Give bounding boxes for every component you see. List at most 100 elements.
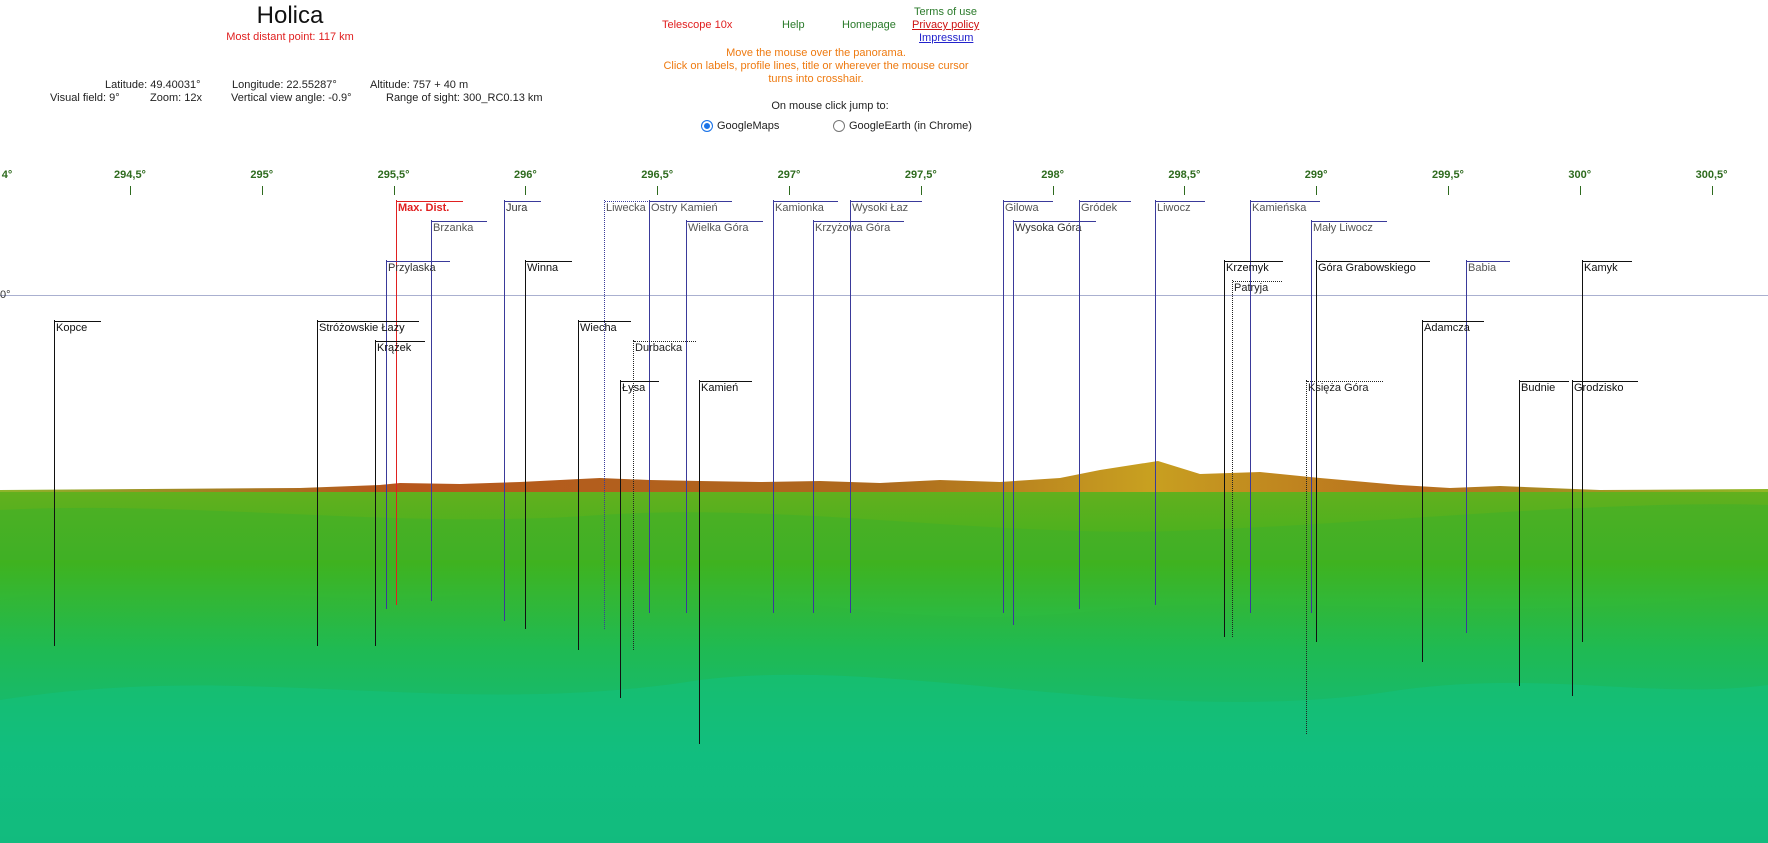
peak-label[interactable]: Brzanka (432, 221, 488, 235)
azimuth-tick-label: 295° (250, 169, 274, 181)
azimuth-tick-label: 299,5° (1432, 169, 1464, 181)
googleearth-label[interactable]: GoogleEarth (in Chrome) (849, 120, 972, 132)
peak-label[interactable]: Ostry Kamień (650, 201, 732, 215)
peak-profile-line[interactable] (1003, 200, 1004, 614)
peak-profile-line[interactable] (396, 200, 397, 606)
googlemaps-radio[interactable]: GoogleMaps (701, 120, 779, 132)
peak-label[interactable]: Kamień (700, 381, 753, 395)
peak-profile-line[interactable] (1232, 280, 1233, 638)
hint-line-3: turns into crosshair. (768, 73, 864, 85)
usage-hint: Move the mouse over the panorama. Click … (650, 47, 982, 86)
hint-line-1: Move the mouse over the panorama. (726, 47, 906, 59)
peak-profile-line[interactable] (375, 340, 376, 646)
azimuth-tick-mark (1053, 186, 1054, 195)
peak-profile-line[interactable] (1013, 220, 1014, 626)
azimuth-tick-mark (1712, 186, 1713, 195)
peak-label[interactable]: Kamieńska (1251, 201, 1321, 215)
peak-label[interactable]: Wysoka Góra (1014, 221, 1096, 235)
peak-label[interactable]: Jura (505, 201, 542, 215)
peak-profile-line[interactable] (317, 320, 318, 646)
peak-profile-line[interactable] (1572, 380, 1573, 696)
peak-label[interactable]: Księża Góra (1307, 381, 1383, 395)
azimuth-tick-mark (394, 186, 395, 195)
peak-label[interactable]: Budnie (1520, 381, 1570, 395)
peak-profile-line[interactable] (1311, 220, 1312, 614)
peak-profile-line[interactable] (1422, 320, 1423, 662)
peak-profile-line[interactable] (1316, 260, 1317, 642)
peak-label[interactable]: Kamyk (1583, 261, 1632, 275)
peak-profile-line[interactable] (699, 380, 700, 745)
impressum-link[interactable]: Impressum (919, 32, 974, 44)
peak-label[interactable]: Przylaska (387, 261, 450, 275)
peak-label[interactable]: Krążek (376, 341, 426, 355)
peak-label[interactable]: Max. Dist. (397, 201, 464, 215)
peak-label[interactable]: Krzyżowa Góra (814, 221, 905, 235)
azimuth-tick-label: 298° (1041, 169, 1064, 181)
peak-profile-line[interactable] (604, 200, 605, 630)
radio-unchecked-icon[interactable] (833, 120, 845, 132)
peak-profile-line[interactable] (850, 200, 851, 614)
peak-label[interactable]: Wiecha (579, 321, 631, 335)
azimuth-tick-mark (789, 186, 790, 195)
privacy-link[interactable]: Privacy policy (912, 19, 980, 31)
peak-label[interactable]: Liwocz (1156, 201, 1205, 215)
peak-label[interactable]: Kopce (55, 321, 102, 335)
near-hills (0, 504, 1768, 560)
peak-profile-line[interactable] (525, 260, 526, 630)
peak-profile-line[interactable] (633, 340, 634, 650)
googlemaps-label[interactable]: GoogleMaps (717, 120, 780, 132)
azimuth-tick-mark (1184, 186, 1185, 195)
peak-label[interactable]: Winna (526, 261, 573, 275)
peak-label[interactable]: Gródek (1080, 201, 1132, 215)
googleearth-radio[interactable]: GoogleEarth (in Chrome) (833, 120, 972, 132)
telescope-link[interactable]: Telescope 10x (662, 19, 733, 31)
peak-profile-line[interactable] (1519, 380, 1520, 686)
peak-profile-line[interactable] (1306, 380, 1307, 735)
peak-profile-line[interactable] (1079, 200, 1080, 610)
peak-profile-line[interactable] (54, 320, 55, 646)
peak-profile-line[interactable] (686, 220, 687, 614)
peak-profile-line[interactable] (620, 380, 621, 698)
peak-label[interactable]: Liwecka (605, 201, 660, 215)
peak-label[interactable]: Wysoki Łaz (851, 201, 923, 215)
altitude-text: Altitude: 757 + 40 m (370, 79, 469, 91)
peak-label[interactable]: Krzemyk (1225, 261, 1283, 275)
peak-profile-line[interactable] (386, 260, 387, 610)
azimuth-tick-label: 294,5° (114, 169, 146, 181)
azimuth-tick-label: 296° (514, 169, 537, 181)
peak-profile-line[interactable] (1224, 260, 1225, 638)
peak-label[interactable]: Patryja (1233, 281, 1283, 295)
peak-label[interactable]: Stróżowskie Łazy (318, 321, 419, 335)
peak-profile-line[interactable] (649, 200, 650, 614)
radio-checked-icon[interactable] (701, 120, 713, 132)
azimuth-tick-mark (1316, 186, 1317, 195)
peak-label[interactable]: Grodzisko (1573, 381, 1638, 395)
vertical-view-angle-text: Vertical view angle: -0.9° (231, 92, 352, 104)
homepage-link[interactable]: Homepage (842, 19, 896, 31)
peak-profile-line[interactable] (1250, 200, 1251, 614)
panorama-terrain[interactable] (0, 440, 1768, 843)
peak-profile-line[interactable] (504, 200, 505, 622)
help-link[interactable]: Help (782, 19, 805, 31)
azimuth-tick-mark (130, 186, 131, 195)
peak-label[interactable]: Łysa (621, 381, 660, 395)
peak-profile-line[interactable] (773, 200, 774, 614)
peak-profile-line[interactable] (578, 320, 579, 650)
peak-profile-line[interactable] (431, 220, 432, 602)
peak-label[interactable]: Góra Grabowskiego (1317, 261, 1430, 275)
peak-label[interactable]: Gilowa (1004, 201, 1053, 215)
peak-profile-line[interactable] (1466, 260, 1467, 634)
peak-label[interactable]: Mały Liwocz (1312, 221, 1387, 235)
terms-link[interactable]: Terms of use (914, 6, 977, 18)
horizon-angle-label: 0° (0, 289, 11, 301)
peak-profile-line[interactable] (1155, 200, 1156, 606)
peak-profile-line[interactable] (1582, 260, 1583, 642)
page-title[interactable]: Holica (256, 2, 324, 29)
peak-profile-line[interactable] (813, 220, 814, 614)
peak-label[interactable]: Kamionka (774, 201, 838, 215)
peak-label[interactable]: Adamcza (1423, 321, 1484, 335)
peak-label[interactable]: Wielka Góra (687, 221, 763, 235)
azimuth-tick-mark (921, 186, 922, 195)
peak-label[interactable]: Durbacka (634, 341, 697, 355)
peak-label[interactable]: Babia (1467, 261, 1511, 275)
